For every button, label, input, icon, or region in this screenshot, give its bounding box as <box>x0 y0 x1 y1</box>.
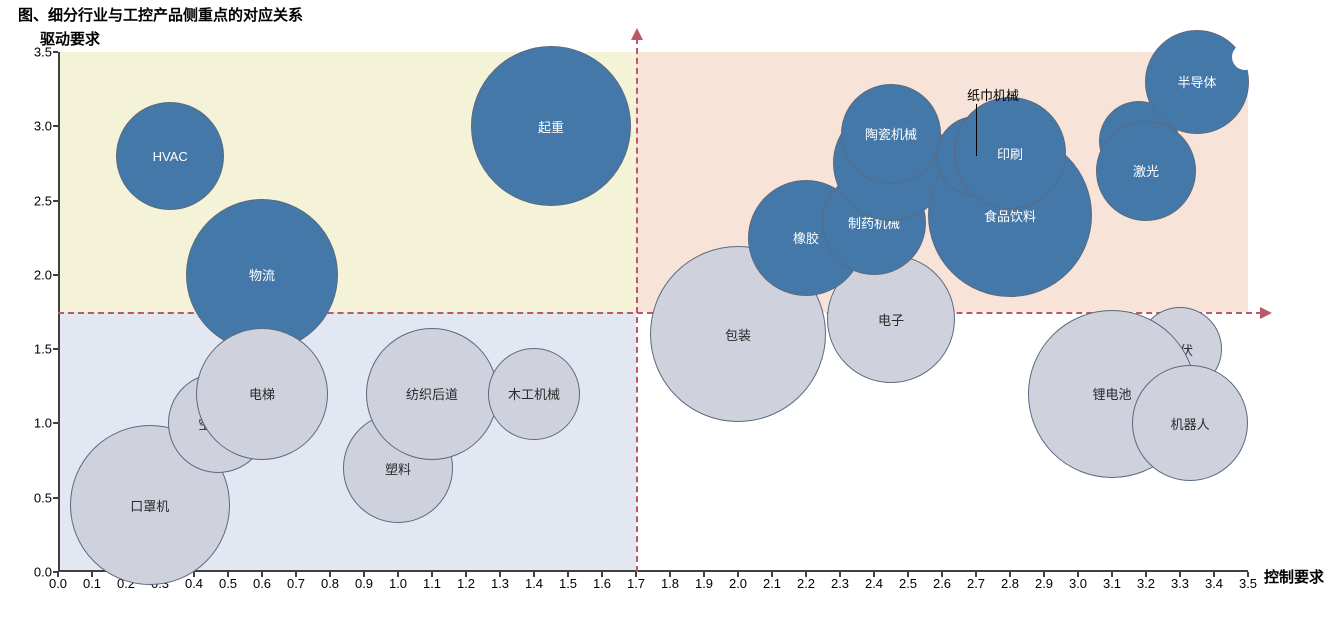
bubble-label: 锂电池 <box>1092 384 1131 403</box>
x-tick-mark <box>1247 572 1249 577</box>
bubble-ceramics: 陶瓷机械 <box>841 84 941 184</box>
corner-notch <box>1232 44 1258 70</box>
bubble-woodworking: 木工机械 <box>488 348 580 440</box>
x-tick-mark <box>1077 572 1079 577</box>
x-tick-mark <box>941 572 943 577</box>
x-tick-mark <box>57 572 59 577</box>
bubble-label: 机器人 <box>1171 414 1210 433</box>
ref-arrow-up <box>631 28 643 40</box>
x-tick-mark <box>1145 572 1147 577</box>
x-tick-mark <box>771 572 773 577</box>
bubble-textile-post: 纺织后道 <box>366 328 498 460</box>
bubble-label: 物流 <box>249 265 275 284</box>
x-tick-mark <box>1009 572 1011 577</box>
x-tick-mark <box>533 572 535 577</box>
x-tick-mark <box>635 572 637 577</box>
bubble-label: 塑料 <box>385 459 411 478</box>
x-tick-mark <box>499 572 501 577</box>
callout-label-papertowel: 纸巾机械 <box>967 85 1019 104</box>
bubble-label: 半导体 <box>1177 72 1216 91</box>
bubble-label: 口罩机 <box>130 496 169 515</box>
x-tick-mark <box>227 572 229 577</box>
y-tick-mark <box>53 497 58 499</box>
x-tick-mark <box>703 572 705 577</box>
x-tick-mark <box>1111 572 1113 577</box>
x-tick-mark <box>261 572 263 577</box>
bubble-label: 橡胶 <box>793 228 819 247</box>
bubble-label: 木工机械 <box>508 384 560 403</box>
y-tick-mark <box>53 51 58 53</box>
bubble-crane: 起重 <box>471 46 631 206</box>
bubble-label: 纺织后道 <box>406 384 458 403</box>
y-tick-mark <box>53 274 58 276</box>
bubble-laser: 激光 <box>1096 121 1196 221</box>
x-tick-mark <box>567 572 569 577</box>
x-tick-mark <box>907 572 909 577</box>
bubble-elevator: 电梯 <box>196 328 328 460</box>
bubble-label: HVAC <box>153 149 188 164</box>
y-tick-mark <box>53 422 58 424</box>
x-tick-mark <box>1043 572 1045 577</box>
callout-leader <box>976 104 994 156</box>
ref-line-vertical <box>636 38 638 572</box>
bubble-label: 印刷 <box>997 144 1023 163</box>
y-tick-mark <box>53 348 58 350</box>
x-tick-mark <box>431 572 433 577</box>
ref-arrow-right <box>1260 307 1272 319</box>
bubble-robot: 机器人 <box>1132 365 1248 481</box>
bubble-label: 起重 <box>538 117 564 136</box>
bubble-label: 陶瓷机械 <box>865 124 917 143</box>
x-tick-mark <box>669 572 671 577</box>
x-tick-mark <box>465 572 467 577</box>
bubble-label: 电梯 <box>249 384 275 403</box>
bubble-label: 包装 <box>725 325 751 344</box>
x-tick-mark <box>805 572 807 577</box>
x-tick-mark <box>397 572 399 577</box>
bubble-printing: 印刷 <box>954 97 1066 209</box>
bubble-semiconductor: 半导体 <box>1145 30 1249 134</box>
x-tick-mark <box>737 572 739 577</box>
x-tick-mark <box>91 572 93 577</box>
x-tick-mark <box>839 572 841 577</box>
chart-title: 图、细分行业与工控产品侧重点的对应关系 <box>18 4 303 25</box>
x-axis-title: 控制要求 <box>1264 566 1324 587</box>
y-tick-mark <box>53 200 58 202</box>
x-tick-mark <box>1213 572 1215 577</box>
x-tick-mark <box>329 572 331 577</box>
x-tick-mark <box>873 572 875 577</box>
bubble-chart-plot: 0.00.51.01.52.02.53.03.50.00.10.20.30.40… <box>58 52 1248 572</box>
x-tick-mark <box>975 572 977 577</box>
x-tick-mark <box>193 572 195 577</box>
x-tick-mark <box>601 572 603 577</box>
x-tick-mark <box>1179 572 1181 577</box>
bubble-hvac: HVAC <box>116 102 224 210</box>
y-tick-mark <box>53 125 58 127</box>
x-tick-mark <box>363 572 365 577</box>
bubble-label: 激光 <box>1133 161 1159 180</box>
bubble-label: 电子 <box>878 310 904 329</box>
x-tick-mark <box>295 572 297 577</box>
